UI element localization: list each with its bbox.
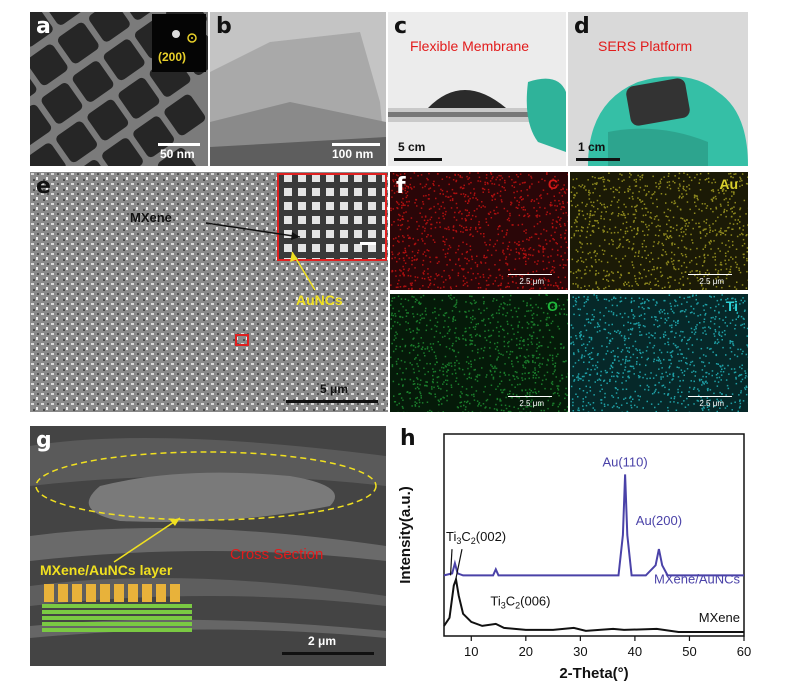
panel-e-scale-label: 5 μm: [320, 382, 349, 396]
series-line-mxene-auncs: [443, 474, 744, 577]
x-tick-label: 10: [464, 644, 478, 659]
panel-a-image: [30, 12, 208, 166]
aunc-annotation: AuNCs: [296, 292, 343, 308]
eds-scale-bar: [688, 396, 732, 397]
eds-element-label: Au: [719, 176, 738, 192]
x-axis-label: 2-Theta(°): [559, 665, 628, 682]
eds-map-c: C 2.5 μm: [390, 172, 568, 290]
panel-g: g MXene/AuNCs layer Cross Section 2 μm: [30, 426, 386, 666]
eds-scale-label: 2.5 μm: [699, 277, 724, 286]
panel-g-label: g: [36, 428, 52, 453]
panel-f-label: f: [396, 174, 406, 199]
x-tick-label: 30: [573, 644, 587, 659]
panel-c-scale-label: 5 cm: [398, 140, 426, 154]
panel-d-image: [568, 12, 748, 166]
eds-scale-bar: [508, 274, 552, 275]
peak-arrow: [449, 549, 453, 576]
plot-frame: [443, 433, 745, 637]
eds-element-label: O: [547, 298, 558, 314]
y-axis-label: Intensity(a.u.): [397, 486, 414, 584]
eds-map-ti: Ti 2.5 μm: [570, 294, 748, 412]
panel-a-label: a: [36, 14, 51, 39]
panel-d-scale-label: 1 cm: [578, 140, 606, 154]
panel-b-image: [210, 12, 386, 166]
panel-g-scale-bar: [282, 652, 374, 655]
panel-f: C 2.5 μm Au 2.5 μm O 2.5 μm Ti 2.5 μm f: [390, 172, 748, 412]
panel-c-scale-bar: [394, 158, 442, 161]
panel-b-scale-label: 100 nm: [332, 147, 374, 161]
panel-b-scale-bar: [332, 143, 380, 146]
x-tick-label: 50: [682, 644, 696, 659]
panel-d-scale-bar: [576, 158, 620, 161]
panel-c-title: Flexible Membrane: [410, 38, 530, 54]
panel-g-image: [30, 426, 386, 666]
panel-e-label: e: [36, 174, 51, 199]
eds-scale-label: 2.5 μm: [519, 399, 544, 408]
x-tick-label: 20: [519, 644, 533, 659]
x-tick-label: 40: [628, 644, 642, 659]
panel-c: c Flexible Membrane 5 cm: [388, 12, 566, 166]
panel-b-label: b: [216, 14, 232, 39]
panel-c-label: c: [394, 14, 408, 39]
panel-e-image: [30, 172, 388, 412]
mxene-annotation: MXene: [130, 210, 172, 225]
x-tick-label: 60: [737, 644, 751, 659]
diffraction-index-label: (200): [158, 50, 187, 64]
eds-scale-label: 2.5 μm: [519, 277, 544, 286]
eds-scale-label: 2.5 μm: [699, 399, 724, 408]
panel-b: b 100 nm: [210, 12, 386, 166]
eds-scale-bar: [508, 396, 552, 397]
peak-arrow: [454, 549, 463, 584]
layer-annotation: MXene/AuNCs layer: [40, 562, 173, 578]
panel-a-scale-label: 50 nm: [160, 147, 195, 161]
series-label-mxene: MXene: [699, 610, 740, 625]
eds-scale-bar: [688, 274, 732, 275]
panel-d-title: SERS Platform: [598, 38, 693, 54]
xrd-chart: 10 20 30 40 50 60 2-Theta(°) Intensity(a.u.) MXe…: [397, 433, 751, 682]
peak-label-au110: Au(110): [602, 454, 647, 469]
panel-c-image: [388, 12, 566, 166]
panel-e: e MXene AuNCs 5 μm: [30, 172, 388, 412]
cross-section-label: Cross Section: [230, 546, 324, 563]
panel-e-scale-bar: [286, 400, 378, 403]
peak-label-au200: Au(200): [636, 513, 682, 528]
peak-label-ti3c2-002: Ti3C2(002): [446, 529, 506, 546]
eds-map-au: Au 2.5 μm: [570, 172, 748, 290]
panel-a: a (200) 50 nm: [30, 12, 208, 166]
series-label-mxene-aunc: MXene/AuNCs: [654, 571, 740, 586]
eds-element-label: C: [547, 176, 558, 192]
eds-element-label: Ti: [725, 298, 738, 314]
eds-map-o: O 2.5 μm: [390, 294, 568, 412]
panel-h-label: h: [400, 426, 416, 451]
panel-d: d SERS Platform 1 cm: [568, 12, 748, 166]
panel-h: h 10 20 30 40 50 60 2-Theta(°) Intensity(a.u.) M…: [390, 426, 790, 695]
panel-g-scale-label: 2 μm: [308, 634, 337, 648]
peak-label-ti3c2-006: Ti3C2(006): [490, 594, 550, 611]
panel-d-label: d: [574, 14, 590, 39]
panel-a-scale-bar: [158, 143, 200, 146]
